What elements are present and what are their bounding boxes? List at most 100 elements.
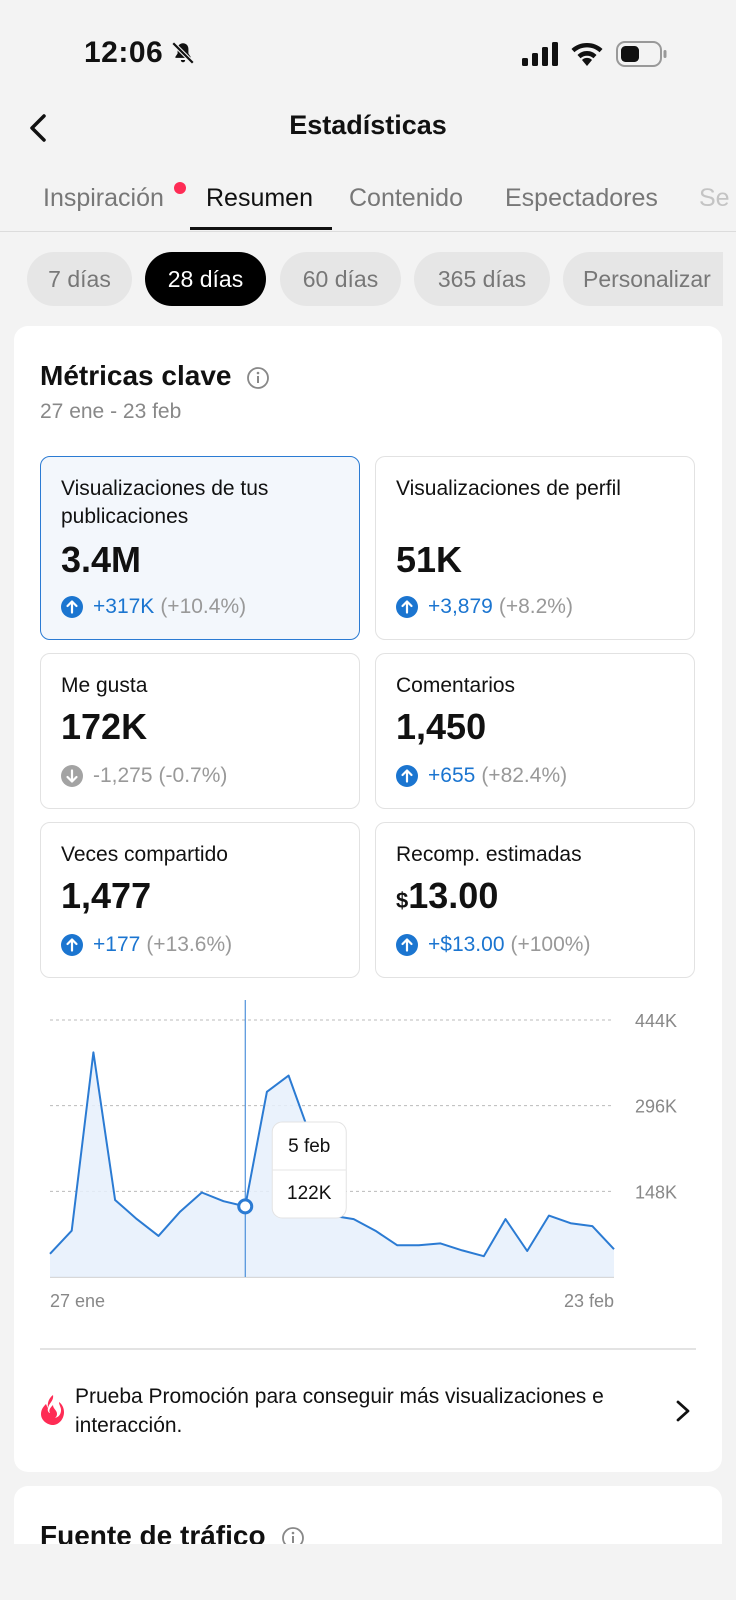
battery-icon (616, 41, 667, 67)
metric-label: Visualizaciones de tus publicaciones (61, 477, 269, 528)
data-point (569, 1222, 571, 1224)
period-chip-60[interactable]: 60 días (280, 252, 401, 306)
delta-percent: (+8.2%) (498, 595, 573, 618)
area-fill (50, 1052, 614, 1277)
data-point (136, 1218, 138, 1220)
delta-value: +177 (93, 933, 141, 956)
metric-card-rewards[interactable]: Recomp. estimadas $13.00 +$13.00 (+100%) (375, 822, 695, 978)
active-tab-indicator (190, 227, 332, 230)
divider (40, 1348, 696, 1350)
arrow-up-icon (61, 934, 83, 956)
page-title: Estadísticas (289, 110, 447, 140)
metric-delta: +3,879 (+8.2%) (396, 595, 573, 619)
data-point (613, 1248, 615, 1250)
notification-dot (174, 182, 186, 194)
arrow-up-icon (396, 934, 418, 956)
data-point (157, 1235, 159, 1237)
tooltip-date: 5 feb (288, 1136, 330, 1157)
metric-label: Recomp. estimadas (396, 843, 582, 866)
period-chip-365[interactable]: 365 días (414, 252, 550, 306)
metric-value: 1,450 (396, 706, 487, 747)
metric-delta: +317K (+10.4%) (61, 595, 246, 619)
tab-inspiracion[interactable]: Inspiración (43, 184, 164, 212)
metric-card-profile-views[interactable]: Visualizaciones de perfil 51K +3,879 (+8… (375, 456, 695, 640)
tooltip-value: 122K (287, 1183, 332, 1204)
data-point (266, 1091, 268, 1093)
period-chip-28[interactable]: 28 días (145, 252, 266, 306)
metric-card-likes[interactable]: Me gusta 172K -1,275 (-0.7%) (40, 653, 360, 809)
arrow-up-icon (396, 596, 418, 618)
back-chevron-icon[interactable] (22, 108, 56, 148)
metric-value: $13.00 (396, 875, 498, 917)
delta-value: +$13.00 (428, 933, 505, 956)
data-point (114, 1199, 116, 1201)
reward-amount: 13.00 (408, 875, 499, 916)
delta-percent: (+100%) (510, 933, 591, 956)
metric-label: Veces compartido (61, 843, 228, 866)
status-bar: 12:06 (0, 0, 736, 100)
data-point (179, 1210, 181, 1212)
arrow-down-icon (61, 765, 83, 787)
delta-percent: (-0.7%) (158, 764, 228, 787)
wifi-icon (571, 43, 603, 66)
data-point (504, 1218, 506, 1220)
metric-value: 172K (61, 706, 148, 747)
tab-espectadores[interactable]: Espectadores (505, 184, 658, 212)
y-tick-label: 444K (635, 1011, 677, 1031)
metric-card-shares[interactable]: Veces compartido 1,477 +177 (+13.6%) (40, 822, 360, 978)
metric-label: Me gusta (61, 674, 148, 697)
data-point (526, 1250, 528, 1252)
data-point (222, 1200, 224, 1202)
tab-resumen[interactable]: Resumen (206, 184, 313, 212)
traffic-source-card (14, 1486, 722, 1546)
x-start-label: 27 ene (50, 1291, 105, 1311)
flame-icon (41, 1395, 64, 1425)
data-point (418, 1244, 420, 1246)
promo-text[interactable]: Prueba Promoción para conseguir más visu… (75, 1385, 604, 1437)
views-area-chart[interactable]: 444K 296K 148K 5 feb 122K 27 ene 23 feb (40, 1000, 700, 1320)
arrow-up-icon (61, 596, 83, 618)
metric-delta: +655 (+82.4%) (396, 764, 567, 788)
data-point (439, 1242, 441, 1244)
currency-symbol: $ (396, 888, 409, 913)
delta-percent: (+82.4%) (481, 764, 568, 787)
delta-value: -1,275 (93, 764, 153, 787)
status-time: 12:06 (84, 36, 164, 69)
tab-bar: Inspiración Resumen Contenido Espectador… (0, 172, 736, 232)
data-point (374, 1229, 376, 1231)
chevron-right-icon[interactable] (674, 1398, 692, 1424)
y-tick-label: 148K (635, 1182, 677, 1202)
data-point (483, 1255, 485, 1257)
info-icon[interactable] (246, 366, 270, 390)
delta-percent: (+10.4%) (160, 595, 247, 618)
date-range: 27 ene - 23 feb (40, 400, 182, 423)
x-end-label: 23 feb (564, 1291, 614, 1311)
data-point (287, 1074, 289, 1076)
selected-point (237, 1198, 254, 1215)
delta-percent: (+13.6%) (146, 933, 233, 956)
data-point (201, 1191, 203, 1193)
cellular-signal-icon (522, 42, 558, 66)
data-point (396, 1244, 398, 1246)
data-point (92, 1051, 94, 1053)
data-point (591, 1225, 593, 1227)
data-point (49, 1253, 51, 1255)
delta-value: +317K (93, 595, 155, 618)
bell-muted-icon (171, 41, 195, 65)
metric-delta: +$13.00 (+100%) (396, 933, 590, 957)
data-point (352, 1218, 354, 1220)
data-point (548, 1214, 550, 1216)
section-title: Métricas clave (40, 360, 232, 391)
delta-value: +655 (428, 764, 476, 787)
period-chip-7[interactable]: 7 días (27, 252, 132, 306)
metric-card-post-views[interactable]: Visualizaciones de tus publicaciones 3.4… (40, 456, 360, 640)
delta-value: +3,879 (428, 595, 493, 618)
y-tick-label: 296K (635, 1097, 677, 1117)
metric-label: Comentarios (396, 674, 516, 697)
metric-label: Visualizaciones de perfil (396, 477, 621, 500)
period-chip-custom[interactable]: Personalizar (563, 252, 723, 306)
tab-partial[interactable]: Se (699, 184, 730, 212)
metric-delta: +177 (+13.6%) (61, 933, 232, 957)
tab-contenido[interactable]: Contenido (349, 184, 463, 212)
metric-card-comments[interactable]: Comentarios 1,450 +655 (+82.4%) (375, 653, 695, 809)
